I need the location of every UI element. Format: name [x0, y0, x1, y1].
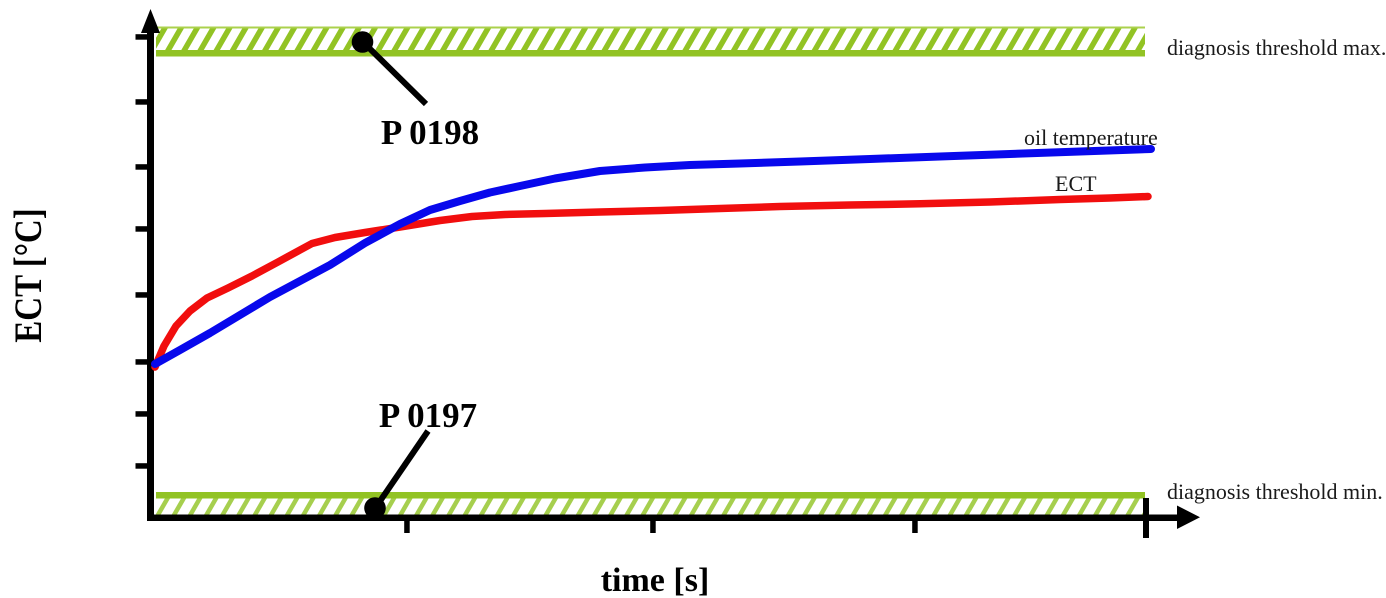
svg-text:ECT: ECT — [1055, 171, 1097, 196]
svg-text:oil temperature: oil temperature — [1024, 125, 1158, 150]
svg-text:P 0197: P 0197 — [379, 396, 477, 435]
svg-text:diagnosis threshold min.: diagnosis threshold min. — [1167, 479, 1383, 504]
svg-text:ECT [°C]: ECT [°C] — [6, 208, 49, 342]
svg-text:P 0198: P 0198 — [381, 113, 479, 152]
svg-text:diagnosis threshold max.: diagnosis threshold max. — [1167, 35, 1386, 60]
svg-text:time [s]: time [s] — [601, 562, 710, 598]
